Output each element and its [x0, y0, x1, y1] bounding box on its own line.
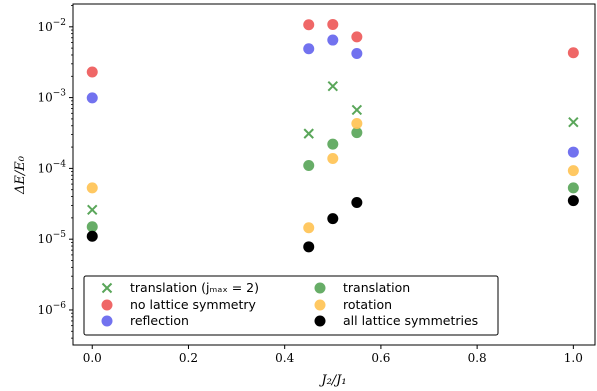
legend-item: rotation — [314, 297, 392, 312]
legend-label: no lattice symmetry — [130, 297, 256, 312]
data-point — [327, 80, 339, 92]
data-point — [327, 213, 339, 225]
legend-box — [83, 275, 499, 336]
data-point — [351, 104, 363, 116]
data-point — [567, 47, 579, 59]
data-point — [86, 182, 98, 194]
data-point — [86, 66, 98, 78]
legend-marker — [101, 299, 113, 311]
data-point — [86, 92, 98, 104]
legend-item: all lattice symmetries — [314, 313, 478, 328]
x-tick-label: 0.0 — [83, 351, 102, 365]
data-point — [567, 195, 579, 207]
data-point — [568, 116, 579, 128]
data-point — [87, 204, 98, 216]
legend-marker — [101, 282, 113, 294]
data-point — [327, 152, 339, 164]
x-axis-label: J₂/J₁ — [318, 373, 346, 388]
legend-label: all lattice symmetries — [343, 313, 478, 328]
legend: translation (jₘₐₓ = 2) no lattice symmetr… — [83, 275, 499, 336]
x-tick-label: 0.4 — [275, 351, 294, 365]
legend-item: no lattice symmetry — [101, 297, 256, 312]
y-axis-label: ΔE/E₀ — [13, 155, 28, 195]
series-0 — [87, 80, 579, 216]
series-4 — [86, 118, 579, 234]
data-point — [567, 182, 579, 194]
data-point — [567, 146, 579, 158]
data-point — [351, 118, 363, 130]
legend-label: translation (jₘₐₓ = 2) — [130, 280, 259, 295]
legend-item: reflection — [101, 313, 189, 328]
legend-marker — [314, 315, 326, 327]
data-point — [303, 159, 315, 171]
data-point — [303, 19, 315, 31]
legend-item: translation — [314, 280, 410, 295]
x-axis-ticks: 0.0 0.2 0.4 0.6 0.8 1.0 — [83, 345, 583, 365]
x-tick-label: 0.6 — [371, 351, 390, 365]
data-point — [327, 34, 339, 46]
legend-marker — [314, 282, 326, 294]
y-tick-label: 10−6 — [37, 301, 66, 317]
series-3 — [86, 127, 579, 233]
data-point — [351, 31, 363, 43]
x-tick-label: 1.0 — [564, 351, 583, 365]
data-point — [327, 138, 339, 150]
y-axis-ticks: 10−6 10−5 10−4 10−3 10−2 — [37, 5, 73, 339]
data-point — [303, 222, 315, 234]
legend-label: rotation — [343, 297, 392, 312]
data-point — [327, 18, 339, 30]
data-point — [351, 47, 363, 59]
y-tick-label: 10−3 — [37, 89, 66, 105]
data-point — [303, 43, 315, 55]
data-marks — [86, 18, 579, 253]
x-tick-label: 0.2 — [179, 351, 198, 365]
data-point — [351, 196, 363, 208]
data-point — [303, 128, 314, 139]
series-5 — [86, 195, 579, 253]
x-tick-label: 0.8 — [468, 351, 487, 365]
legend-item: translation (jₘₐₓ = 2) — [101, 280, 259, 295]
data-point — [86, 221, 98, 233]
series-1 — [86, 18, 579, 78]
series-2 — [86, 34, 579, 158]
legend-label: reflection — [130, 313, 189, 328]
legend-marker — [101, 315, 113, 327]
legend-marker — [314, 299, 326, 311]
data-point — [351, 127, 363, 139]
legend-label: translation — [343, 280, 410, 295]
y-tick-label: 10−4 — [37, 159, 66, 175]
plot-frame — [72, 3, 596, 346]
data-point — [86, 230, 98, 242]
y-tick-label: 10−2 — [37, 18, 66, 34]
data-point — [567, 165, 579, 177]
y-tick-label: 10−5 — [37, 230, 66, 246]
data-point — [303, 241, 315, 253]
